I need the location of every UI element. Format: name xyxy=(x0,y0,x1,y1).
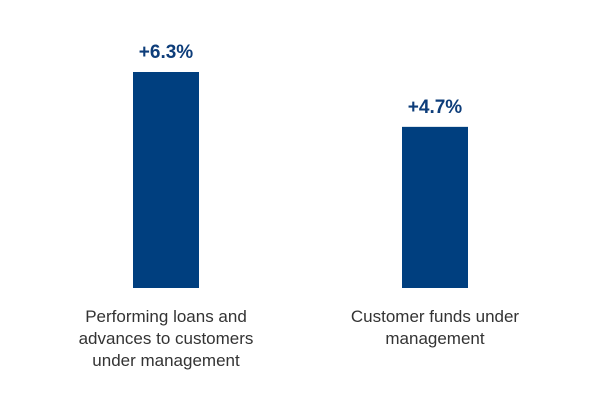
category-label: Performing loans and advances to custome… xyxy=(78,307,254,370)
value-label: +4.7% xyxy=(408,97,463,118)
bar xyxy=(133,72,199,288)
category-label: Customer funds under management xyxy=(350,307,520,348)
bar xyxy=(402,126,468,288)
value-label: +6.3% xyxy=(139,42,194,63)
